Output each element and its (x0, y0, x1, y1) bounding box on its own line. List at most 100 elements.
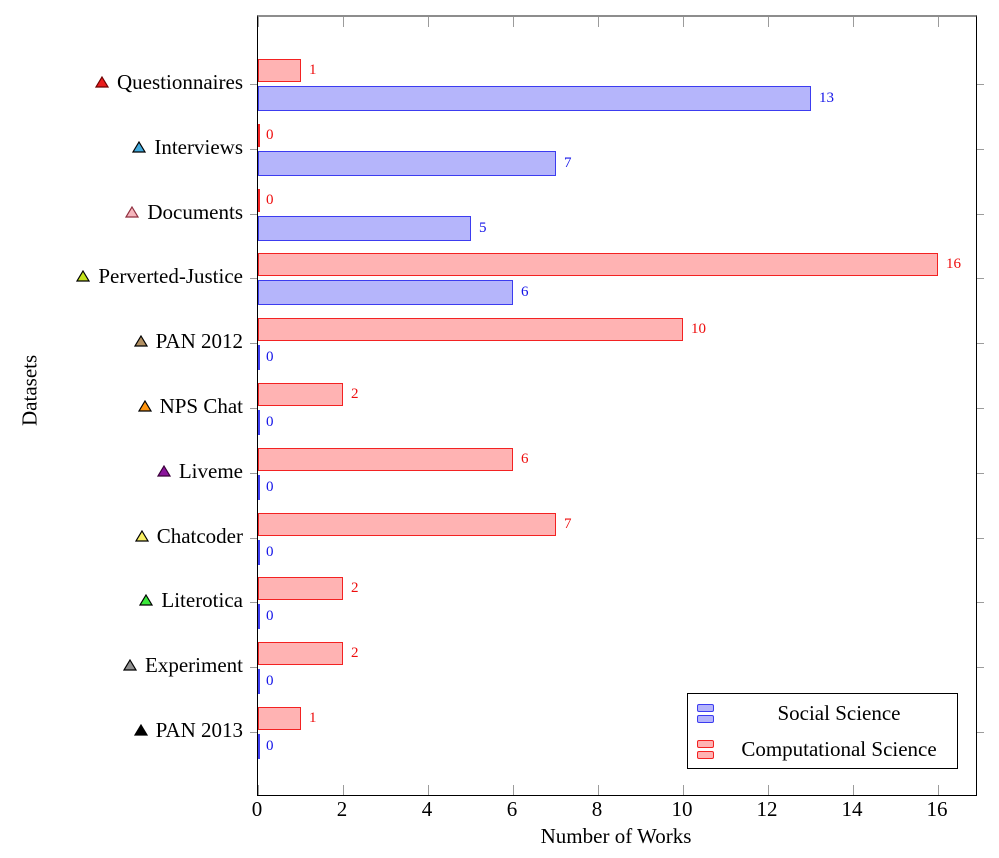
x-tick-top (258, 17, 259, 27)
y-tick-left (250, 278, 257, 279)
bar-value-label: 0 (266, 349, 274, 365)
y-tick-left (250, 667, 257, 668)
x-tick-label: 0 (251, 797, 263, 821)
x-tick-label: 10 (671, 797, 693, 821)
category-label: Experiment (145, 652, 243, 677)
y-tick-left (250, 538, 257, 539)
documents-triangle-icon (125, 206, 140, 218)
bar-social-science (258, 280, 513, 305)
x-tick-bottom (598, 785, 599, 795)
legend-swatch-icon (697, 703, 717, 723)
zero-bar-social-science (258, 475, 260, 500)
x-tick-label: 16 (926, 797, 948, 821)
x-tick-label: 14 (841, 797, 863, 821)
category-label: Liveme (178, 458, 243, 483)
bar-value-label: 1 (309, 62, 317, 78)
x-tick-top (683, 17, 684, 27)
bar-value-label: 0 (266, 479, 274, 495)
zero-bar-social-science (258, 669, 260, 694)
literotica-triangle-icon (139, 594, 154, 606)
bar-computational-science (258, 59, 301, 82)
category-label-row: Questionnaires (0, 69, 243, 95)
bar-value-label: 0 (266, 544, 274, 560)
x-tick-bottom (343, 785, 344, 795)
bar-value-label: 0 (266, 127, 274, 143)
category-label: NPS Chat (159, 393, 243, 418)
category-label-row: Liveme (0, 458, 243, 484)
bar-computational-science (258, 318, 683, 341)
x-tick-bottom (938, 785, 939, 795)
liveme-triangle-icon (156, 465, 171, 477)
y-tick-right (977, 149, 984, 150)
zero-bar-social-science (258, 734, 260, 759)
bar-value-label: 0 (266, 673, 274, 689)
x-tick-bottom (428, 785, 429, 795)
category-label-row: PAN 2013 (0, 717, 243, 743)
category-label: PAN 2013 (155, 717, 243, 742)
x-tick-bottom (853, 785, 854, 795)
bar-computational-science (258, 253, 938, 276)
legend-entry: Social Science (688, 696, 957, 730)
interviews-triangle-icon (132, 141, 147, 153)
bar-social-science (258, 86, 811, 111)
bar-computational-science (258, 577, 343, 600)
bar-value-label: 10 (691, 321, 706, 337)
y-tick-right (977, 732, 984, 733)
y-tick-right (977, 278, 984, 279)
chatcoder-triangle-icon (134, 530, 149, 542)
y-tick-right (977, 602, 984, 603)
x-axis-title: Number of Works (540, 824, 692, 848)
category-label: Interviews (154, 134, 243, 159)
y-tick-left (250, 84, 257, 85)
zero-bar-computational-science (258, 124, 260, 147)
bar-value-label: 0 (266, 608, 274, 624)
category-label-row: PAN 2012 (0, 328, 243, 354)
y-tick-right (977, 214, 984, 215)
y-tick-right (977, 667, 984, 668)
x-tick-bottom (258, 785, 259, 795)
nps-chat-triangle-icon (137, 400, 152, 412)
bar-value-label: 2 (351, 645, 359, 661)
y-tick-left (250, 732, 257, 733)
bar-value-label: 16 (946, 256, 961, 272)
y-tick-left (250, 602, 257, 603)
y-tick-left (250, 149, 257, 150)
legend-label: Computational Science (741, 736, 937, 761)
zero-bar-social-science (258, 345, 260, 370)
x-tick-top (343, 17, 344, 27)
x-tick-top (853, 17, 854, 27)
y-tick-right (977, 84, 984, 85)
y-tick-right (977, 538, 984, 539)
category-label: Literotica (161, 587, 243, 612)
category-label-row: Perverted-Justice (0, 263, 243, 289)
x-tick-bottom (683, 785, 684, 795)
y-tick-left (250, 473, 257, 474)
bar-value-label: 0 (266, 738, 274, 754)
category-label: Chatcoder (156, 523, 243, 548)
category-label-row: Chatcoder (0, 523, 243, 549)
x-tick-label: 2 (336, 797, 348, 821)
bar-computational-science (258, 513, 556, 536)
x-tick-top (513, 17, 514, 27)
category-label: Perverted-Justice (98, 263, 243, 288)
bar-value-label: 0 (266, 414, 274, 430)
category-label-row: Experiment (0, 652, 243, 678)
bar-value-label: 6 (521, 284, 529, 300)
legend: Social Science Computational Science (687, 693, 958, 769)
category-label-row: Interviews (0, 134, 243, 160)
category-label-row: Documents (0, 199, 243, 225)
x-tick-top (598, 17, 599, 27)
bar-value-label: 2 (351, 386, 359, 402)
category-label: Documents (147, 199, 243, 224)
category-label-row: NPS Chat (0, 393, 243, 419)
category-label: Questionnaires (117, 69, 243, 94)
x-tick-bottom (768, 785, 769, 795)
bar-computational-science (258, 383, 343, 406)
bar-computational-science (258, 448, 513, 471)
bar-social-science (258, 151, 556, 176)
zero-bar-social-science (258, 604, 260, 629)
bar-computational-science (258, 707, 301, 730)
legend-entry: Computational Science (688, 732, 957, 766)
bar-value-label: 6 (521, 451, 529, 467)
category-label: PAN 2012 (155, 328, 243, 353)
